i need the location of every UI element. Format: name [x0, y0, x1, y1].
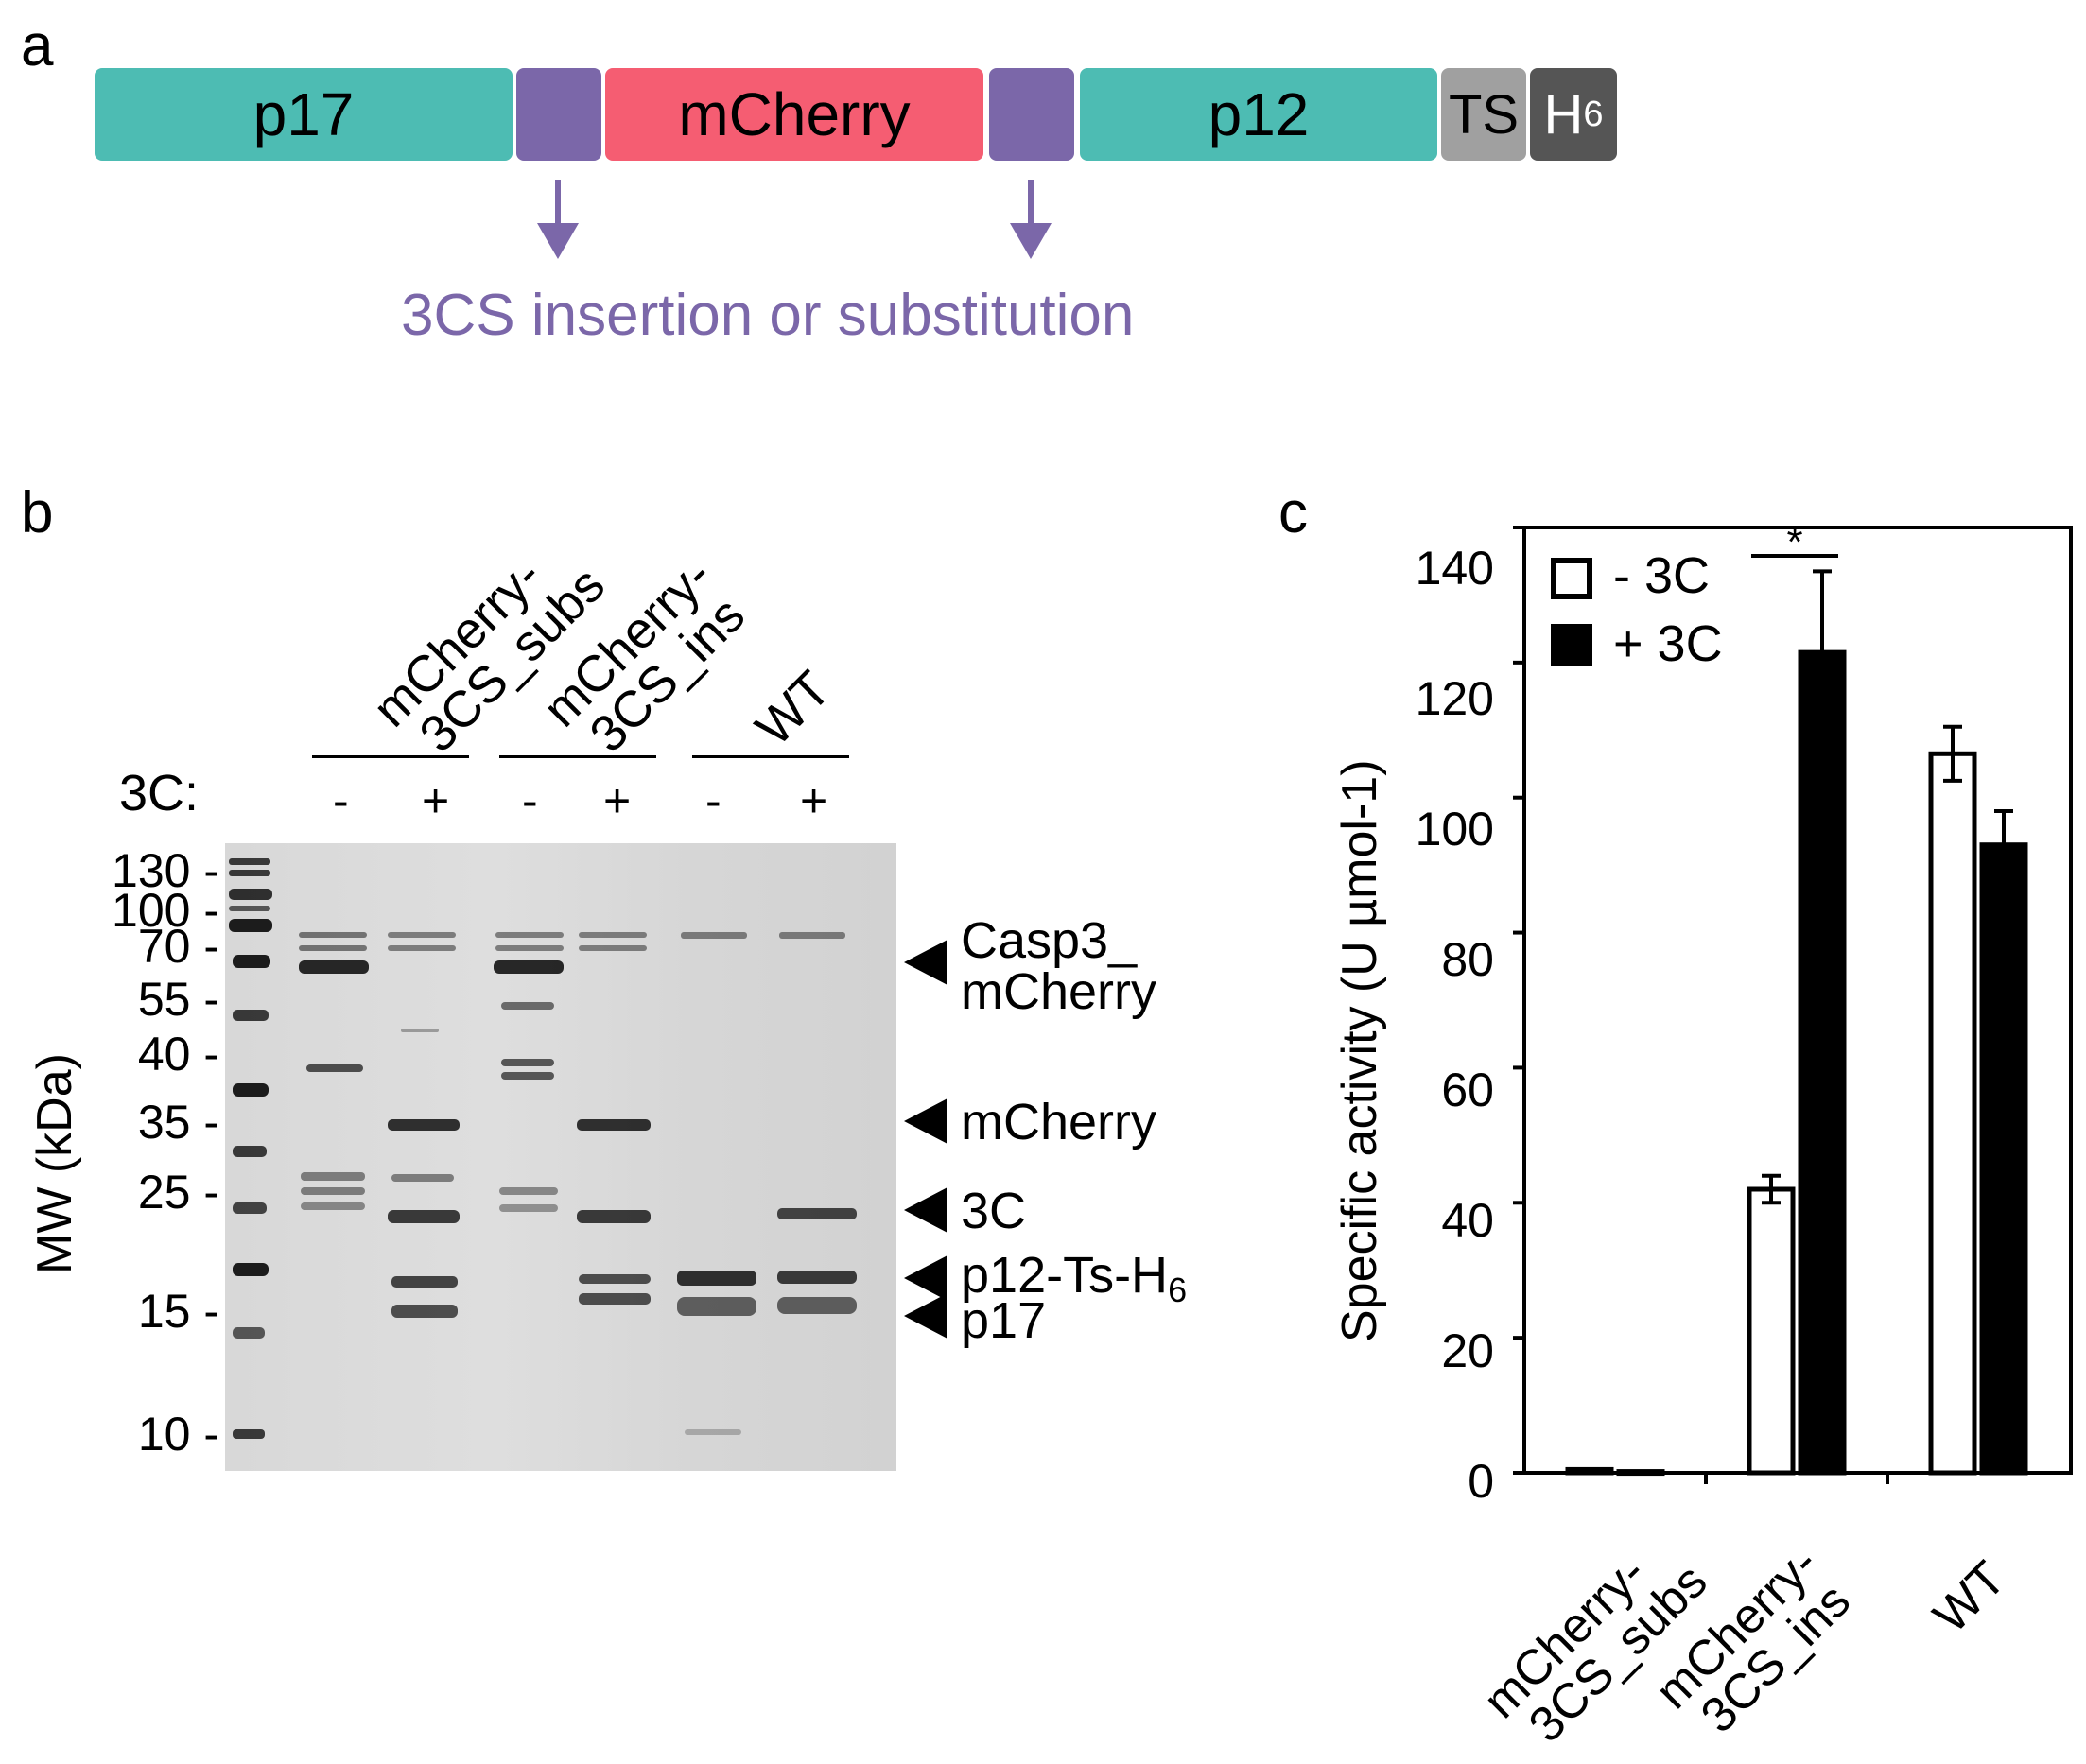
p12-domain: p12	[1080, 68, 1437, 161]
lane-sign: -	[333, 774, 349, 827]
band-label-p12: p12-Ts-H6	[961, 1247, 1188, 1309]
plot-frame	[1522, 526, 2073, 1475]
lane-group-bracket	[692, 755, 849, 758]
bar-minus-3c	[1747, 1186, 1796, 1476]
lane-sign: -	[522, 774, 538, 827]
lane-sign: +	[422, 774, 450, 827]
ts-tag: TS	[1441, 68, 1526, 161]
p12-label: p12	[1208, 80, 1310, 148]
mw-marker: 10 -	[137, 1408, 219, 1461]
bar-plus-3c	[1616, 1469, 1665, 1477]
linker-1	[516, 68, 601, 161]
band-label-casp3: Casp3_ mCherry	[961, 912, 1157, 1020]
p17-domain: p17	[95, 68, 513, 161]
y-axis-title: Specific activity (U µmol-1)	[1332, 759, 1387, 1342]
y-tick-label: 60	[1441, 1064, 1494, 1116]
bar-plus-3c	[1979, 842, 2028, 1476]
bar-minus-3c	[1565, 1466, 1614, 1476]
arrow-1-shaft	[555, 180, 561, 225]
mw-marker: 25 -	[137, 1166, 219, 1219]
legend-swatch-minus	[1551, 558, 1592, 599]
sds-page-gel	[225, 843, 896, 1471]
legend-swatch-plus	[1551, 624, 1592, 666]
p17-label: p17	[252, 80, 355, 148]
lane-sign: +	[800, 774, 828, 827]
y-tick-label: 100	[1415, 803, 1494, 856]
lane-group-bracket	[312, 755, 469, 758]
band-arrow-icon	[904, 1098, 947, 1144]
mcherry-label: mCherry	[678, 80, 911, 148]
band-label-3c: 3C	[961, 1183, 1027, 1239]
y-tick-label: 0	[1468, 1455, 1494, 1508]
arrow-2-shaft	[1028, 180, 1034, 225]
lane-sign: -	[705, 774, 721, 827]
mw-axis-title: MW (kDa)	[27, 1053, 82, 1274]
mw-marker: 70 -	[137, 920, 219, 973]
panel-c-letter: c	[1278, 480, 1308, 545]
mw-marker: 35 -	[137, 1096, 219, 1149]
his-label: H	[1543, 83, 1584, 146]
band-arrow-icon	[904, 1293, 947, 1339]
arrow-down-icon	[537, 223, 579, 259]
mw-marker: 15 -	[137, 1285, 219, 1338]
insertion-annotation: 3CS insertion or substitution	[401, 283, 1135, 348]
lane-sign: +	[603, 774, 632, 827]
panel-b-letter: b	[21, 480, 54, 545]
mw-marker: 130 -	[112, 844, 219, 897]
bar-minus-3c	[1928, 751, 1977, 1476]
lane-group-label: WT	[744, 660, 842, 757]
band-label-mcherry: mCherry	[961, 1094, 1157, 1150]
bar-group	[1565, 569, 2028, 1477]
ts-label: TS	[1448, 83, 1520, 146]
y-tick-label: 40	[1441, 1194, 1494, 1247]
activity-bar-chart: *	[1513, 519, 2073, 1484]
mcherry-domain: mCherry	[605, 68, 983, 161]
legend-plus-3c: + 3C	[1613, 615, 1723, 672]
significance-star: *	[1786, 519, 1802, 565]
linker-2	[989, 68, 1074, 161]
panel-a-letter: a	[21, 13, 54, 78]
x-category-label: mCherry- 3CS_subs	[1472, 1545, 1718, 1754]
band-arrow-icon	[904, 940, 947, 985]
y-tick-label: 140	[1415, 542, 1494, 595]
y-tick-label: 120	[1415, 672, 1494, 725]
his-subscript: 6	[1583, 94, 1604, 134]
lane-group-bracket	[499, 755, 656, 758]
y-tick-label: 80	[1441, 933, 1494, 986]
x-category-label: WT	[1922, 1550, 2017, 1644]
arrow-down-icon	[1010, 223, 1052, 259]
gel-bands	[229, 858, 857, 1439]
mw-marker: 100 -	[112, 884, 219, 937]
bar-plus-3c	[1798, 649, 1847, 1476]
mw-marker: 55 -	[137, 973, 219, 1026]
legend-minus-3c: - 3C	[1613, 547, 1711, 604]
band-arrow-icon	[904, 1187, 947, 1233]
protease-row-label: 3C:	[119, 765, 200, 821]
y-tick-label: 20	[1441, 1324, 1494, 1377]
mw-marker: 40 -	[137, 1028, 219, 1081]
band-label-p17: p17	[961, 1292, 1047, 1349]
